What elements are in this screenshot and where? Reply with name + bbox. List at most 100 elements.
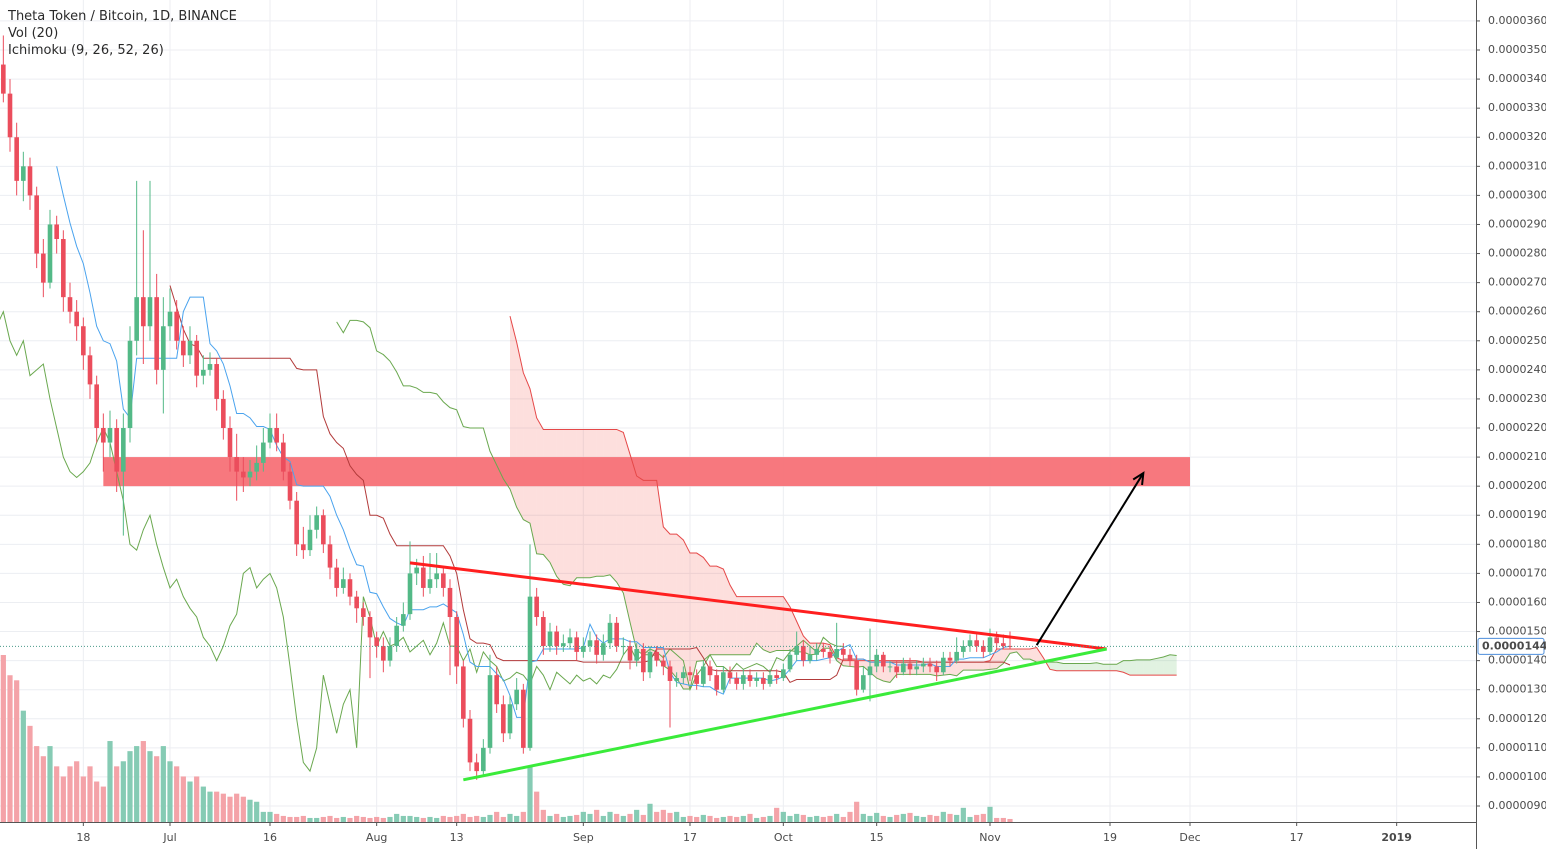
x-tick-label: Oct bbox=[774, 831, 794, 844]
volume-bar bbox=[427, 816, 433, 822]
volume-bar bbox=[74, 761, 80, 822]
cloud-fill bbox=[536, 417, 544, 555]
x-tick-label: 2019 bbox=[1381, 831, 1412, 844]
candle-body bbox=[474, 762, 479, 772]
volume-bar bbox=[200, 786, 206, 822]
volume-bar bbox=[527, 766, 533, 822]
candle-body bbox=[787, 654, 793, 670]
volume-bar bbox=[994, 817, 1000, 822]
candle-body bbox=[387, 646, 393, 661]
candle-body bbox=[194, 340, 199, 376]
candle-body bbox=[214, 364, 219, 399]
candle-body bbox=[974, 640, 979, 647]
candle-body bbox=[894, 666, 899, 673]
volume-bar bbox=[187, 781, 193, 822]
candle-body bbox=[354, 596, 359, 609]
cloud-fill bbox=[1163, 654, 1170, 676]
x-tick-label: Aug bbox=[366, 831, 387, 844]
candle-body bbox=[874, 654, 879, 667]
volume-bar bbox=[520, 811, 526, 822]
ichimoku-lagging bbox=[0, 310, 844, 773]
candle-body bbox=[854, 660, 859, 690]
candle-body bbox=[574, 637, 579, 652]
volume-bar bbox=[67, 766, 73, 822]
candle-body bbox=[627, 646, 633, 661]
volume-bar bbox=[780, 811, 786, 822]
candle-body bbox=[287, 471, 293, 501]
volume-bar bbox=[787, 815, 793, 822]
candle-body bbox=[274, 428, 279, 443]
candle-body bbox=[694, 675, 699, 684]
candle-body bbox=[121, 428, 126, 472]
candle-body bbox=[701, 666, 706, 684]
candle-body bbox=[901, 663, 906, 673]
volume-bar bbox=[1007, 818, 1013, 822]
candle-body bbox=[607, 622, 613, 644]
last-price-label: 0.00001449 bbox=[1482, 639, 1546, 652]
cloud-fill bbox=[1036, 647, 1044, 663]
candle-body bbox=[994, 637, 999, 644]
candle-body bbox=[947, 657, 953, 661]
volume-bar bbox=[60, 776, 66, 822]
volume-bar bbox=[734, 816, 740, 822]
candle-body bbox=[447, 587, 453, 618]
candle-body bbox=[27, 166, 33, 196]
volume-bar bbox=[267, 811, 273, 822]
volume-bar bbox=[260, 811, 266, 822]
volume-bar bbox=[820, 816, 826, 822]
candle-body bbox=[647, 651, 653, 673]
volume-bar bbox=[887, 816, 893, 822]
x-tick-label: 16 bbox=[263, 831, 277, 844]
volume-bar bbox=[987, 806, 993, 822]
cloud-fill bbox=[1143, 659, 1150, 676]
candle-body bbox=[421, 567, 426, 588]
candle-body bbox=[721, 672, 726, 690]
volume-bar bbox=[640, 814, 646, 822]
cloud-fill bbox=[676, 534, 684, 689]
candle-body bbox=[541, 617, 546, 647]
volume-label: Vol (20) bbox=[8, 26, 59, 41]
candle-body bbox=[981, 646, 986, 652]
cloud-fill bbox=[643, 480, 650, 655]
candle-body bbox=[254, 462, 259, 472]
candle-body bbox=[107, 428, 113, 443]
volume-bar bbox=[387, 816, 393, 822]
candle-body bbox=[954, 651, 959, 661]
volume-bar bbox=[914, 815, 920, 822]
volume-bar bbox=[447, 816, 453, 822]
volume-bar bbox=[47, 746, 53, 822]
cloud-fill bbox=[670, 534, 677, 679]
volume-bar bbox=[647, 803, 653, 822]
candle-body bbox=[927, 663, 933, 667]
volume-bar bbox=[394, 813, 400, 822]
candle-body bbox=[241, 471, 246, 478]
volume-bar bbox=[874, 812, 880, 822]
legend: Theta Token / Bitcoin, 1D, BINANCE Vol (… bbox=[8, 8, 237, 59]
candle-body bbox=[247, 471, 253, 478]
cloud-fill bbox=[1050, 662, 1057, 671]
volume-bar bbox=[407, 815, 413, 822]
volume-bar bbox=[767, 815, 773, 822]
volume-bar bbox=[727, 815, 733, 822]
volume-bar bbox=[547, 815, 553, 822]
candle-body bbox=[527, 596, 533, 748]
candle-body bbox=[707, 666, 713, 676]
resistance-zone bbox=[103, 457, 1190, 487]
cloud-fill bbox=[983, 660, 990, 671]
volume-bar bbox=[174, 766, 180, 822]
candle-body bbox=[314, 515, 319, 530]
volume-bar bbox=[140, 741, 146, 822]
volume-bar bbox=[147, 751, 153, 822]
cloud-fill bbox=[963, 662, 970, 671]
candle-body bbox=[547, 631, 553, 647]
